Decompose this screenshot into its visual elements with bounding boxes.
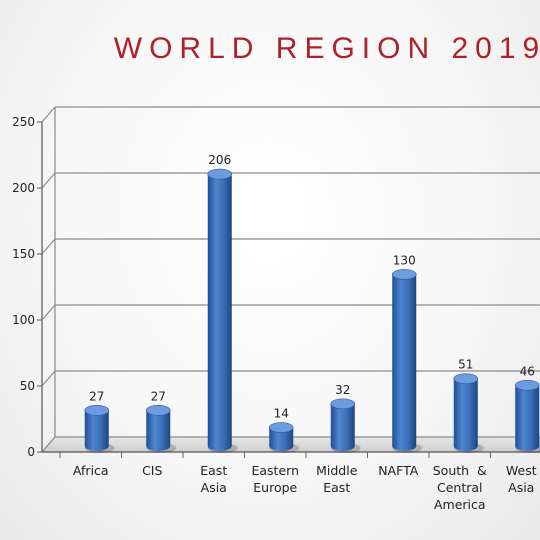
- category-label: Middle: [316, 463, 358, 478]
- bar-top: [207, 168, 233, 180]
- data-label: 27: [151, 389, 166, 403]
- category-label: Africa: [73, 463, 109, 478]
- y-tick-label: 200: [12, 181, 35, 195]
- bar-body: [207, 174, 232, 452]
- data-label: 14: [274, 407, 289, 421]
- bar: [330, 398, 361, 453]
- bar-body: [330, 403, 355, 452]
- category-label: Eastern: [251, 463, 299, 478]
- bars-layer: [84, 168, 540, 453]
- y-tick-label: 100: [12, 313, 35, 327]
- bar-body: [269, 427, 294, 452]
- category-label: Asia: [508, 480, 534, 495]
- bar-top: [330, 398, 356, 410]
- gridline-diagonal: [41, 238, 56, 255]
- bar: [268, 422, 300, 453]
- y-tick-label: 0: [27, 445, 35, 459]
- data-label: 51: [458, 358, 473, 372]
- bar: [514, 379, 540, 453]
- bar: [207, 168, 238, 453]
- gridline-diagonal: [41, 304, 56, 321]
- data-label: 46: [520, 364, 535, 378]
- gridline-diagonal: [41, 370, 56, 387]
- category-label: West: [506, 463, 537, 478]
- category-label: CIS: [142, 463, 162, 478]
- y-tick-label: 50: [20, 379, 35, 393]
- y-tick-label: 150: [12, 247, 35, 261]
- bar: [84, 405, 115, 453]
- bar-top: [84, 405, 110, 416]
- bar-body: [392, 274, 417, 452]
- y-tick-label: 250: [12, 115, 35, 129]
- bar-top: [145, 405, 171, 416]
- labels-layer: 0 50 100 150 200 250 27 Africa 27 CIS 206 East Asia 1…: [12, 115, 537, 512]
- bar: [391, 269, 423, 453]
- category-label: East: [323, 480, 350, 495]
- bar-body: [84, 410, 109, 452]
- bar-top: [391, 269, 417, 280]
- data-label: 32: [335, 383, 350, 397]
- data-label: 27: [89, 389, 104, 403]
- bar-top: [514, 379, 540, 391]
- category-label: South &: [433, 463, 487, 478]
- gridline-diagonal: [41, 172, 56, 189]
- category-label: NAFTA: [378, 463, 419, 478]
- category-label: Asia: [201, 480, 227, 495]
- bar: [453, 373, 484, 453]
- bar-top: [268, 422, 294, 433]
- bar-body: [453, 378, 478, 452]
- bar: [145, 405, 177, 453]
- category-label: Europe: [253, 480, 297, 495]
- bar-body: [515, 385, 540, 452]
- category-label: East: [200, 463, 227, 478]
- bar-body: [146, 410, 171, 452]
- category-label: Central: [437, 480, 483, 495]
- chart-title: WORLD REGION 2019: [113, 32, 540, 65]
- bar-top: [453, 373, 479, 384]
- gridline-diagonal: [41, 106, 56, 123]
- data-label: 130: [393, 253, 416, 267]
- gridline-diagonal: [41, 436, 56, 453]
- data-label: 206: [208, 153, 231, 167]
- category-label: America: [434, 497, 486, 512]
